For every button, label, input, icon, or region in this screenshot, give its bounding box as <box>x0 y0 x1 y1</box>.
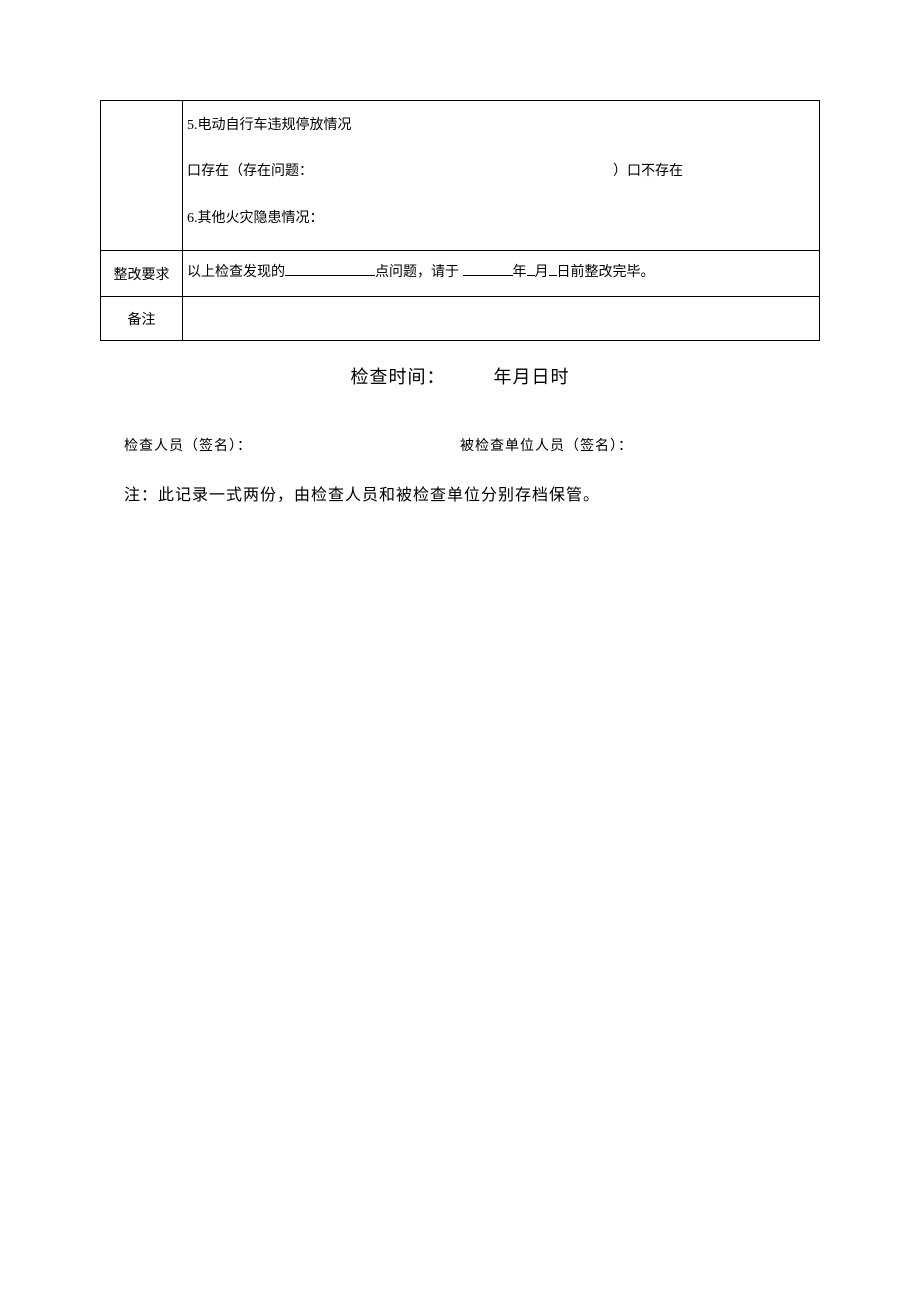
rectification-label: 整改要求 <box>101 251 183 297</box>
rect-t1: 以上检查发现的 <box>187 265 285 280</box>
item5-checkbox-line: 口存在（存在问题： ）口不存在 <box>187 161 815 183</box>
item5-title: 5.电动自行车违规停放情况 <box>187 115 815 137</box>
rect-t5: 日前整改完毕。 <box>557 265 655 280</box>
rect-t2: 点问题，请于 <box>375 265 463 280</box>
blank-count <box>285 262 375 276</box>
blank-month <box>527 262 535 276</box>
blank-year <box>463 262 513 276</box>
rectification-content: 以上检查发现的 点问题，请于 年月日前整改完毕。 <box>183 251 820 297</box>
signature-row: 检查人员（签名）： 被检查单位人员（签名）： <box>100 435 820 455</box>
inspected-unit-signature-label: 被检查单位人员（签名）： <box>460 435 796 455</box>
table-row: 5.电动自行车违规停放情况 口存在（存在问题： ）口不存在 6.其他火灾隐患情况： <box>101 101 820 251</box>
remarks-content <box>183 297 820 341</box>
rect-t4: 月 <box>535 265 549 280</box>
inspector-signature-label: 检查人员（签名）： <box>124 435 460 455</box>
checkbox-exist: 口存在（存在问题： <box>187 164 313 179</box>
check-time-suffix: 年月日时 <box>494 367 570 387</box>
table-row: 整改要求 以上检查发现的 点问题，请于 年月日前整改完毕。 <box>101 251 820 297</box>
row1-content-cell: 5.电动自行车违规停放情况 口存在（存在问题： ）口不存在 6.其他火灾隐患情况： <box>183 101 820 251</box>
checkbox-not-exist: ）口不存在 <box>613 164 683 179</box>
page-container: 5.电动自行车违规停放情况 口存在（存在问题： ）口不存在 6.其他火灾隐患情况：… <box>0 0 920 505</box>
check-time-prefix: 检查时间： <box>351 367 446 387</box>
rect-t3: 年 <box>513 265 527 280</box>
row1-label-cell <box>101 101 183 251</box>
blank-day <box>549 262 557 276</box>
inspection-table: 5.电动自行车违规停放情况 口存在（存在问题： ）口不存在 6.其他火灾隐患情况：… <box>100 100 820 341</box>
item6-title: 6.其他火灾隐患情况： <box>187 208 815 230</box>
check-time-line: 检查时间： 年月日时 <box>100 363 820 389</box>
table-row: 备注 <box>101 297 820 341</box>
remarks-label: 备注 <box>101 297 183 341</box>
footnote: 注：此记录一式两份，由检查人员和被检查单位分别存档保管。 <box>100 481 820 505</box>
